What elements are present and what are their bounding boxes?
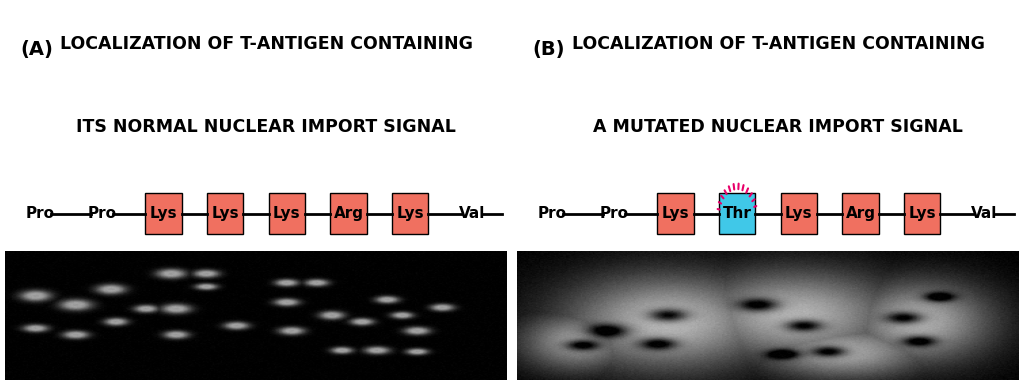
FancyBboxPatch shape <box>719 193 756 234</box>
FancyBboxPatch shape <box>780 193 817 234</box>
Text: (A): (A) <box>20 40 53 59</box>
Text: Val: Val <box>971 206 997 221</box>
FancyBboxPatch shape <box>207 193 244 234</box>
Text: LOCALIZATION OF T-ANTIGEN CONTAINING: LOCALIZATION OF T-ANTIGEN CONTAINING <box>59 35 472 53</box>
FancyBboxPatch shape <box>843 193 879 234</box>
Text: Lys: Lys <box>273 206 301 221</box>
FancyBboxPatch shape <box>904 193 940 234</box>
Text: Val: Val <box>459 206 485 221</box>
Text: Thr: Thr <box>723 206 752 221</box>
Text: Pro: Pro <box>26 206 54 221</box>
Text: Pro: Pro <box>599 206 629 221</box>
Text: Lys: Lys <box>211 206 239 221</box>
Text: ITS NORMAL NUCLEAR IMPORT SIGNAL: ITS NORMAL NUCLEAR IMPORT SIGNAL <box>76 118 456 136</box>
Text: Pro: Pro <box>87 206 117 221</box>
FancyBboxPatch shape <box>657 193 693 234</box>
FancyBboxPatch shape <box>145 193 181 234</box>
FancyBboxPatch shape <box>392 193 428 234</box>
Text: Lys: Lys <box>908 206 936 221</box>
Text: Arg: Arg <box>846 206 876 221</box>
Text: Pro: Pro <box>538 206 566 221</box>
Text: Lys: Lys <box>662 206 689 221</box>
Text: (B): (B) <box>532 40 564 59</box>
Text: Lys: Lys <box>396 206 424 221</box>
Text: LOCALIZATION OF T-ANTIGEN CONTAINING: LOCALIZATION OF T-ANTIGEN CONTAINING <box>571 35 984 53</box>
Text: A MUTATED NUCLEAR IMPORT SIGNAL: A MUTATED NUCLEAR IMPORT SIGNAL <box>593 118 963 136</box>
Text: Arg: Arg <box>334 206 364 221</box>
Text: Lys: Lys <box>150 206 177 221</box>
FancyBboxPatch shape <box>268 193 305 234</box>
FancyBboxPatch shape <box>331 193 367 234</box>
Text: Lys: Lys <box>785 206 813 221</box>
